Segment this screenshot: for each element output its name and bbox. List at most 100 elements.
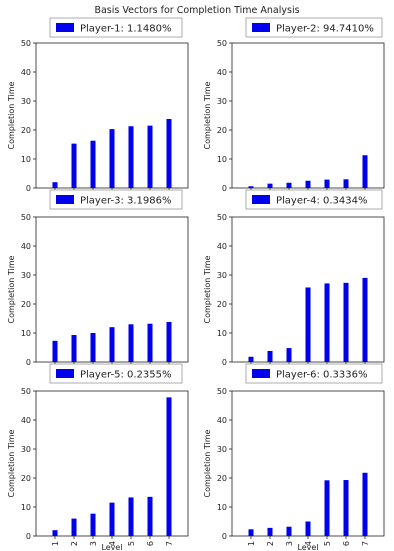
legend-swatch: [252, 369, 270, 378]
x-tick-label: 2: [70, 541, 79, 546]
x-tick-label: 6: [342, 541, 351, 546]
y-tick-label: 30: [217, 445, 227, 454]
y-axis-label: Completion Time: [7, 255, 16, 323]
bar: [166, 397, 172, 536]
y-tick-label: 40: [21, 416, 31, 425]
bar: [128, 324, 134, 362]
x-axis-label: Level: [297, 543, 318, 551]
x-tick-label: 5: [127, 541, 136, 546]
x-tick-label: 3: [285, 541, 294, 546]
x-tick-label: 1: [51, 541, 60, 546]
bar: [71, 518, 77, 536]
legend-label: Player-3: 3.1986%: [80, 196, 172, 207]
y-tick-label: 20: [217, 474, 227, 483]
y-axis-label: Completion Time: [203, 255, 212, 323]
y-tick-label: 50: [21, 39, 31, 48]
y-tick-label: 40: [217, 416, 227, 425]
bar: [305, 521, 311, 536]
bar: [286, 182, 292, 188]
bar: [90, 333, 96, 362]
legend-swatch: [56, 195, 74, 204]
bar: [128, 126, 134, 188]
y-tick-label: 30: [217, 271, 227, 280]
bar: [286, 348, 292, 362]
y-tick-label: 30: [21, 271, 31, 280]
bar: [343, 179, 349, 188]
y-tick-label: 40: [217, 242, 227, 251]
bar: [128, 497, 134, 536]
x-tick-label: 4: [108, 541, 117, 546]
y-tick-label: 50: [217, 213, 227, 222]
legend-swatch: [252, 195, 270, 204]
y-axis-label: Completion Time: [7, 429, 16, 497]
figure-title: Basis Vectors for Completion Time Analys…: [94, 5, 299, 16]
y-tick-label: 40: [21, 68, 31, 77]
y-tick-label: 0: [222, 358, 227, 367]
bar: [343, 480, 349, 536]
y-tick-label: 10: [21, 155, 31, 164]
x-tick-label: 6: [146, 541, 155, 546]
y-tick-label: 0: [222, 184, 227, 193]
legend-label: Player-4: 0.3434%: [276, 196, 368, 207]
bar: [248, 529, 254, 536]
y-tick-label: 50: [21, 213, 31, 222]
bar: [267, 527, 273, 536]
bar: [324, 283, 330, 362]
bar: [248, 356, 254, 362]
y-tick-label: 30: [21, 445, 31, 454]
y-tick-label: 10: [217, 503, 227, 512]
bar: [109, 327, 115, 362]
panel-5: 0 10 20 30 40 50 Completion Time 1 2 3 4 5 6 7 Level Pl…: [7, 363, 189, 551]
bar: [147, 496, 153, 536]
bar: [267, 183, 273, 188]
x-tick-label: 4: [304, 541, 313, 546]
y-tick-label: 0: [222, 532, 227, 541]
legend-swatch: [56, 23, 74, 32]
bar: [90, 513, 96, 536]
y-tick-label: 20: [21, 126, 31, 135]
bar: [343, 282, 349, 362]
bar: [362, 155, 368, 188]
y-tick-label: 0: [26, 532, 31, 541]
panel-2: 0 10 20 30 40 50 Completion Time Player-2: 94.7…: [203, 17, 385, 193]
y-tick-label: 20: [217, 300, 227, 309]
x-tick-label: 1: [247, 541, 256, 546]
bar: [248, 186, 254, 188]
bar: [90, 140, 96, 188]
bar: [147, 323, 153, 362]
y-axis-label: Completion Time: [203, 429, 212, 497]
x-tick-label: 7: [165, 541, 174, 546]
bar: [166, 321, 172, 362]
y-tick-label: 40: [217, 68, 227, 77]
y-axis-label: Completion Time: [7, 81, 16, 149]
x-tick-label: 3: [89, 541, 98, 546]
legend-box: [49, 363, 183, 384]
legend-label: Player-1: 1.1480%: [80, 24, 172, 35]
legend-label: Player-5: 0.2355%: [80, 370, 172, 381]
y-tick-label: 50: [217, 387, 227, 396]
axes-frame: [231, 390, 385, 537]
y-tick-label: 30: [21, 97, 31, 106]
bar: [362, 277, 368, 362]
bar: [109, 502, 115, 536]
bar: [71, 143, 77, 188]
y-tick-label: 0: [26, 358, 31, 367]
bar: [71, 335, 77, 362]
legend-swatch: [56, 369, 74, 378]
bar: [362, 472, 368, 536]
legend-label: Player-2: 94.7410%: [276, 24, 374, 35]
legend-box: [245, 363, 383, 384]
y-tick-label: 10: [217, 155, 227, 164]
x-axis-label: Level: [101, 543, 122, 551]
y-tick-label: 10: [217, 329, 227, 338]
bar: [166, 118, 172, 188]
y-tick-label: 40: [21, 242, 31, 251]
axes-frame: [231, 42, 385, 189]
y-tick-label: 20: [21, 474, 31, 483]
x-tick-label: 5: [323, 541, 332, 546]
bar: [52, 182, 58, 188]
y-tick-label: 10: [21, 329, 31, 338]
bar: [286, 526, 292, 536]
bar: [305, 180, 311, 188]
